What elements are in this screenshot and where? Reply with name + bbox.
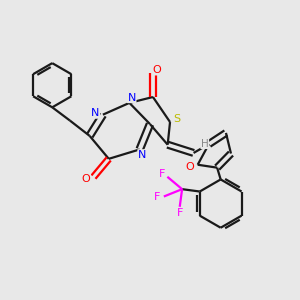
- Text: O: O: [185, 162, 194, 172]
- Text: F: F: [159, 169, 165, 179]
- Text: F: F: [176, 208, 183, 218]
- Text: N: N: [91, 108, 100, 118]
- Text: N: N: [128, 93, 136, 103]
- Text: H: H: [201, 139, 208, 148]
- Text: F: F: [154, 191, 161, 202]
- Text: O: O: [82, 174, 91, 184]
- Text: O: O: [153, 65, 161, 75]
- Text: N: N: [138, 150, 146, 160]
- Text: S: S: [173, 114, 180, 124]
